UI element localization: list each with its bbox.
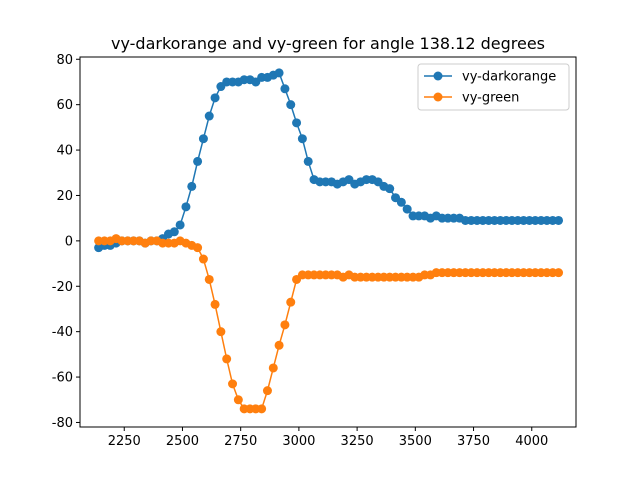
- x-tick-label: 2750: [224, 434, 257, 449]
- x-tick-label: 3250: [341, 434, 374, 449]
- data-point: [396, 197, 406, 207]
- legend-label: vy-darkorange: [462, 70, 556, 85]
- data-point: [204, 274, 214, 284]
- data-point: [233, 395, 243, 405]
- legend-item: vy-green: [424, 91, 519, 106]
- data-point: [402, 204, 412, 214]
- legend: vy-darkorange vy-green: [417, 63, 570, 111]
- x-tick-label: 2500: [166, 434, 199, 449]
- data-point: [257, 404, 267, 414]
- x-tick-label: 3750: [457, 434, 490, 449]
- data-point: [385, 184, 395, 194]
- data-point: [554, 215, 564, 225]
- x-axis: 2250 2500 2750 3000 3250 3500 3750 4000: [108, 427, 548, 449]
- data-point: [198, 254, 208, 264]
- data-point: [193, 156, 203, 166]
- x-tick-label: 4000: [515, 434, 548, 449]
- series-line: [98, 237, 559, 410]
- data-point: [268, 363, 278, 373]
- x-tick-label: 3000: [282, 434, 315, 449]
- series-vy-green: [94, 234, 564, 414]
- y-tick-label: 0: [65, 234, 73, 249]
- data-point: [198, 134, 208, 144]
- data-point: [286, 100, 296, 110]
- x-tick-label: 3500: [399, 434, 432, 449]
- data-point: [554, 268, 564, 278]
- data-point: [204, 111, 214, 121]
- legend-label: vy-green: [462, 91, 519, 106]
- data-point: [280, 320, 290, 330]
- data-point: [228, 379, 238, 389]
- data-point: [193, 243, 203, 253]
- data-point: [292, 118, 302, 128]
- y-tick-label: -40: [52, 325, 73, 340]
- legend-marker: [433, 71, 443, 81]
- data-point: [274, 340, 284, 350]
- y-tick-label: 40: [56, 144, 73, 159]
- y-tick-label: 60: [56, 98, 73, 113]
- y-axis: -80 -60 -40 -20 0 20 40 60 80: [52, 53, 80, 431]
- legend-marker: [433, 92, 443, 102]
- legend-box: [417, 63, 570, 111]
- data-point: [222, 354, 232, 364]
- data-point: [216, 327, 226, 337]
- data-point: [280, 84, 290, 94]
- y-tick-label: -60: [52, 371, 73, 386]
- y-tick-label: -80: [52, 416, 73, 431]
- data-point: [210, 93, 220, 103]
- data-point: [274, 68, 284, 78]
- axes-frame: [79, 56, 577, 428]
- chart-title: vy-darkorange and vy-green for angle 138…: [111, 34, 545, 53]
- data-point: [210, 299, 220, 309]
- data-point: [297, 134, 307, 144]
- x-tick-label: 2250: [108, 434, 141, 449]
- y-tick-label: -20: [52, 280, 73, 295]
- y-tick-label: 20: [56, 189, 73, 204]
- data-point: [187, 181, 197, 191]
- data-point: [181, 202, 191, 212]
- plot-area: [94, 68, 564, 414]
- data-point: [286, 297, 296, 307]
- data-point: [303, 156, 313, 166]
- data-point: [262, 386, 272, 396]
- legend-item: vy-darkorange: [424, 70, 556, 85]
- y-tick-label: 80: [56, 53, 73, 68]
- data-point: [169, 227, 179, 237]
- data-point: [175, 220, 185, 230]
